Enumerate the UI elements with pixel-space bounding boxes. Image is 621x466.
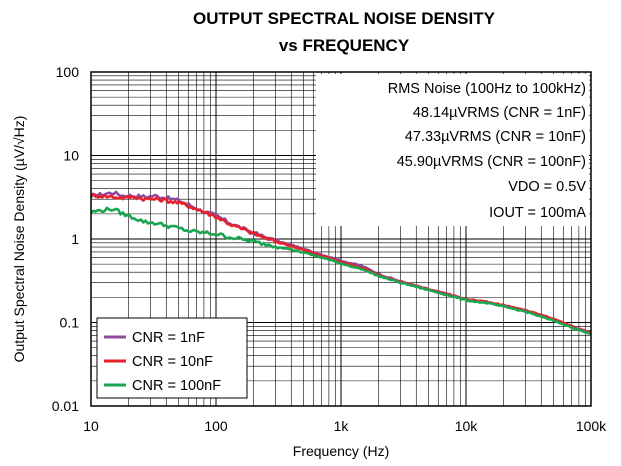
y-tick-label: 1	[71, 231, 79, 247]
annotation-vdo: VDO = 0.5V	[508, 179, 586, 195]
annotation-block: RMS Noise (100Hz to 100kHz) 48.14µVRMS (…	[388, 81, 587, 221]
y-axis-label-text: Output Spectral Noise Density (µV/√Hz)	[11, 116, 27, 363]
legend: CNR = 1nF CNR = 10nF CNR = 100nF	[104, 330, 221, 394]
y-tick-label: 10	[63, 148, 79, 164]
annotation-iout: IOUT = 100mA	[489, 205, 586, 221]
series-line-3	[90, 206, 592, 337]
annotation-box	[316, 74, 589, 226]
legend-label: CNR = 100nF	[132, 378, 221, 394]
series-layer	[90, 190, 592, 337]
annotation-rms-1nf: 48.14µVRMS (CNR = 1nF)	[413, 105, 586, 121]
annotation-rms-10nf: 47.33µVRMS (CNR = 10nF)	[405, 129, 586, 145]
y-tick-labels: 0.01 0.1 1 10 100	[52, 64, 79, 414]
x-tick-labels: 10 100 1k 10k 100k	[83, 418, 607, 434]
annotation-rms-title: RMS Noise (100Hz to 100kHz)	[388, 81, 586, 97]
annotation-rms-100nf: 45.90µVRMS (CNR = 100nF)	[397, 154, 586, 170]
legend-label: CNR = 10nF	[132, 354, 213, 370]
y-tick-label: 100	[56, 64, 80, 80]
x-tick-label: 1k	[334, 418, 350, 434]
x-tick-label: 100k	[576, 418, 607, 434]
chart-title: OUTPUT SPECTRAL NOISE DENSITY	[193, 9, 496, 28]
x-axis-label: Frequency (Hz)	[293, 443, 389, 459]
chart-subtitle: vs FREQUENCY	[279, 36, 410, 55]
x-tick-label: 100	[204, 418, 228, 434]
y-axis-label: Output Spectral Noise Density (µV/√Hz)	[11, 116, 27, 363]
legend-label: CNR = 1nF	[132, 330, 205, 346]
y-tick-label: 0.1	[60, 315, 80, 331]
x-tick-label: 10	[83, 418, 99, 434]
plot-grid	[91, 72, 591, 406]
x-tick-label: 10k	[455, 418, 479, 434]
y-tick-label: 0.01	[52, 398, 79, 414]
plot-frame	[90, 71, 592, 407]
